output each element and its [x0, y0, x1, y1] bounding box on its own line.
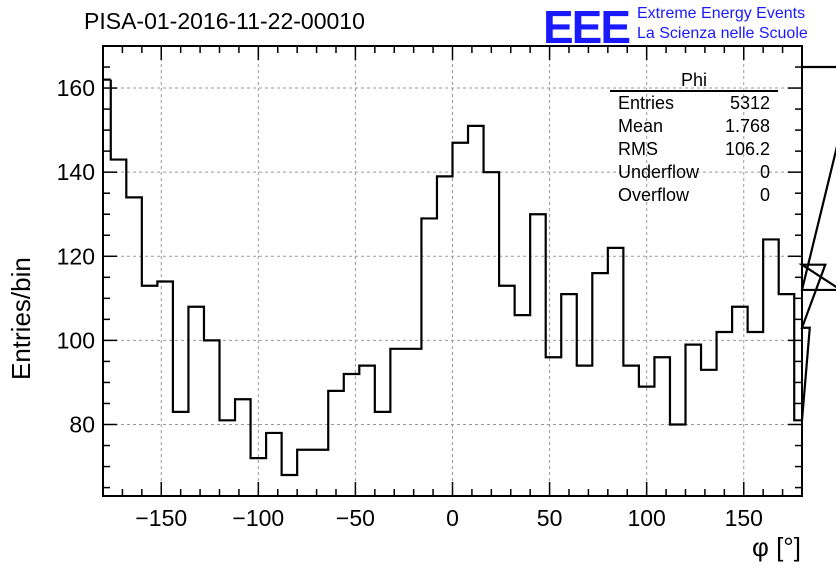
x-tick-label: −100: [232, 505, 284, 531]
x-tick-label: 50: [537, 505, 563, 531]
stats-value: 0: [759, 185, 770, 205]
stats-row-mean: Mean 1.768: [610, 115, 778, 138]
x-tick-label: 0: [446, 505, 459, 531]
stats-value: 1.768: [724, 116, 770, 136]
stats-label: RMS: [618, 139, 658, 159]
stats-title: Phi: [610, 70, 778, 92]
histogram-line: [109, 65, 836, 477]
stats-box: Phi Entries 5312 Mean 1.768 RMS 106.2 Un…: [610, 70, 778, 207]
x-tick-label: 150: [725, 505, 763, 531]
stats-row-entries: Entries 5312: [610, 92, 778, 115]
stats-value: 106.2: [724, 139, 770, 159]
logo-caption-line2: La Scienza nelle Scuole: [637, 25, 808, 42]
stats-label: Overflow: [618, 185, 690, 205]
x-tick-label: 100: [627, 505, 665, 531]
y-tick-label: 80: [69, 412, 95, 438]
chart-title: PISA-01-2016-11-22-00010: [84, 8, 365, 34]
eee-logo: EEE: [543, 1, 631, 53]
y-tick-label: 160: [57, 75, 95, 101]
x-axis-label: φ [°]: [752, 532, 801, 562]
stats-label: Underflow: [618, 162, 700, 182]
y-tick-label: 140: [57, 159, 95, 185]
stats-row-overflow: Overflow 0: [610, 184, 778, 207]
stats-label: Entries: [618, 93, 675, 113]
y-axis-label: Entries/bin: [6, 257, 36, 380]
stats-label: Mean: [618, 116, 664, 136]
stats-row-rms: RMS 106.2: [610, 138, 778, 161]
y-tick-label: 120: [57, 243, 95, 269]
logo-caption-line1: Extreme Energy Events: [637, 5, 806, 22]
x-tick-label: −50: [336, 505, 375, 531]
stats-row-underflow: Underflow 0: [610, 161, 778, 184]
stats-value: 0: [759, 162, 770, 182]
x-tick-label: −150: [135, 505, 187, 531]
logo-caption: Extreme Energy Events La Scienza nelle S…: [637, 4, 808, 44]
y-tick-label: 100: [57, 327, 95, 353]
stats-value: 5312: [729, 93, 770, 113]
